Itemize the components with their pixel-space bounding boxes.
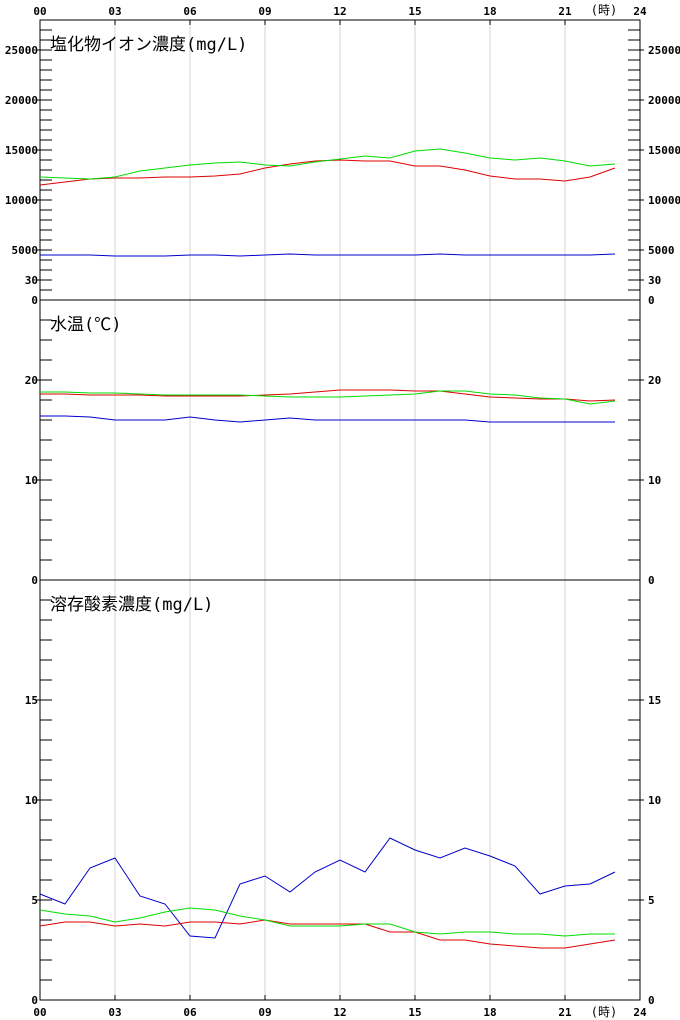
series-line-0: [40, 415, 615, 423]
time-tick-label-top: 03: [108, 5, 121, 18]
time-tick-label-bottom: 21: [558, 1006, 572, 1019]
series-line-2: [39, 907, 615, 937]
series-line-0: [40, 253, 616, 257]
chart-panel-1: 0 0 10 10 20 20 30 30 水温(℃): [25, 274, 662, 587]
y-tick-label-right: 10000: [648, 194, 680, 207]
y-tick-label-left: 10: [25, 794, 38, 807]
chart-panel-0: 0 0 5000 5000 10000 10000 15000 15000 20000 20000…: [5, 29, 680, 307]
y-tick-label-right: 20000: [648, 94, 680, 107]
time-tick-label-top: 09: [258, 5, 271, 18]
time-tick-label-top: 12: [333, 5, 346, 18]
y-tick-label-right: 15: [648, 694, 661, 707]
y-tick-label-right: 10: [648, 794, 661, 807]
y-tick-label-left: 20: [25, 374, 38, 387]
y-tick-label-left: 15000: [5, 144, 38, 157]
y-tick-label-left: 30: [25, 274, 38, 287]
time-tick-label-top: 06: [183, 5, 197, 18]
y-tick-label-right: 5: [648, 894, 655, 907]
y-tick-label-left: 0: [31, 574, 38, 587]
y-tick-label-left: 10000: [5, 194, 38, 207]
chart-panel-2: 0 0 5 5 10 10 15 15 溶存酸素濃度(mg/L): [25, 595, 662, 1007]
time-tick-label-bottom: 18: [483, 1006, 496, 1019]
y-tick-label-right: 25000: [648, 44, 680, 57]
time-tick-label-bottom: 03: [108, 1006, 121, 1019]
y-tick-label-right: 15000: [648, 144, 680, 157]
time-tick-label-bottom: 06: [183, 1006, 197, 1019]
series-line-2: [39, 148, 616, 180]
time-tick-label-bottom: 12: [333, 1006, 346, 1019]
series-line-1: [40, 389, 616, 402]
y-tick-label-right: 0: [648, 574, 655, 587]
y-tick-label-left: 0: [31, 294, 38, 307]
time-tick-label-top: 00: [33, 5, 46, 18]
y-tick-label-left: 10: [25, 474, 38, 487]
time-tick-label-top: 21: [558, 5, 572, 18]
time-unit-label-top: (時): [591, 3, 617, 17]
y-tick-label-right: 0: [648, 294, 655, 307]
series-line-2: [40, 390, 616, 405]
time-tick-label-bottom: 00: [33, 1006, 46, 1019]
series-line-1: [39, 159, 616, 186]
time-tick-label-bottom: 24: [633, 1006, 647, 1019]
time-tick-label-bottom: 15: [408, 1006, 421, 1019]
series-line-0: [39, 837, 616, 939]
y-tick-label-left: 0: [31, 994, 38, 1007]
y-tick-label-left: 25000: [5, 44, 38, 57]
y-tick-label-right: 10: [648, 474, 661, 487]
y-tick-label-left: 5000: [12, 244, 39, 257]
panel-title: 水温(℃): [50, 315, 121, 335]
y-tick-label-left: 5: [31, 894, 38, 907]
time-gridlines: [114, 20, 566, 1000]
y-tick-label-right: 0: [648, 994, 655, 1007]
time-tick-label-top: 15: [408, 5, 421, 18]
y-tick-label-right: 5000: [648, 244, 675, 257]
time-tick-label-top: 18: [483, 5, 496, 18]
series-line-1: [39, 919, 616, 949]
y-tick-label-left: 20000: [5, 94, 38, 107]
time-unit-label-bottom: (時): [591, 1005, 617, 1019]
y-tick-label-right: 30: [648, 274, 661, 287]
panel-title: 塩化物イオン濃度(mg/L): [50, 35, 247, 55]
time-tick-label-top: 24: [633, 5, 647, 18]
time-tick-label-bottom: 09: [258, 1006, 271, 1019]
y-tick-label-right: 20: [648, 374, 661, 387]
panel-title: 溶存酸素濃度(mg/L): [50, 595, 213, 615]
y-tick-label-left: 15: [25, 694, 38, 707]
